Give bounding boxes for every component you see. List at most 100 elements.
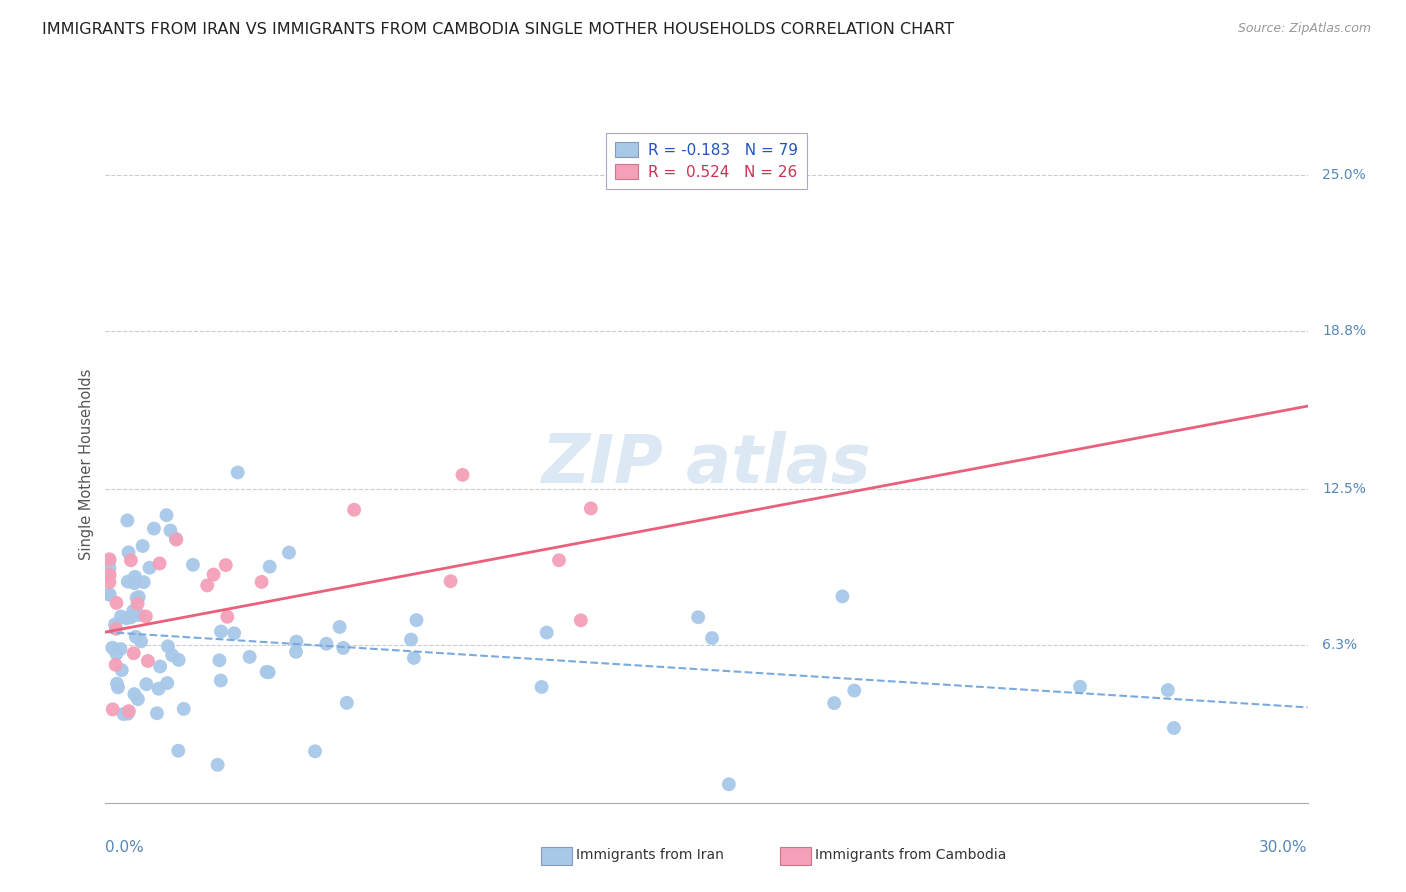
Point [156,676,179,690]
Point [124,687,146,701]
Point [101,640,124,655]
Point [122,646,145,660]
Point [217,609,239,624]
Point [329,620,352,634]
Point [110,609,132,624]
Point [548,553,571,567]
Point [844,683,866,698]
Point [256,665,278,679]
Point [120,553,142,567]
Point [195,578,218,592]
Point [125,630,148,644]
Point [823,696,845,710]
Legend: R = -0.183   N = 79, R =  0.524   N = 26: R = -0.183 N = 79, R = 0.524 N = 26 [606,133,807,189]
Point [98,554,121,568]
Point [439,574,461,589]
Point [209,624,232,639]
Point [98,552,121,566]
Point [131,539,153,553]
Point [105,622,128,636]
Point [98,575,121,590]
Point [536,625,558,640]
Point [224,626,246,640]
Point [104,617,127,632]
Point [117,574,139,589]
Point [167,653,190,667]
Point [124,576,146,591]
Text: 30.0%: 30.0% [1260,840,1308,855]
Text: 0.0%: 0.0% [105,840,145,855]
Point [181,558,204,572]
Point [98,567,121,582]
Point [132,575,155,590]
Point [118,704,141,718]
Point [451,467,474,482]
Point [155,508,177,523]
Point [239,649,262,664]
Point [315,637,337,651]
Point [569,613,592,627]
Point [146,706,169,721]
Point [165,533,187,547]
Point [688,610,710,624]
Point [207,757,229,772]
Point [402,651,425,665]
Point [1069,680,1091,694]
Point [107,681,129,695]
Point [530,680,553,694]
Y-axis label: Single Mother Households: Single Mother Households [79,368,94,559]
Point [1163,721,1185,735]
Point [336,696,359,710]
Point [129,634,152,648]
Point [98,588,121,602]
Point [105,596,128,610]
Point [128,590,150,604]
Point [104,657,127,672]
Text: 25.0%: 25.0% [1322,168,1365,182]
Point [136,654,159,668]
Point [138,560,160,574]
Point [101,702,124,716]
Point [399,632,422,647]
Point [148,681,170,696]
Point [110,642,132,657]
Point [717,777,740,791]
Point [128,607,150,622]
Point [122,604,145,618]
Point [149,659,172,673]
Point [112,706,135,721]
Point [125,591,148,605]
Point [343,502,366,516]
Point [208,653,231,667]
Point [127,597,149,611]
Point [1157,683,1180,698]
Text: Immigrants from Iran: Immigrants from Iran [576,847,724,862]
Point [117,706,139,721]
Point [135,677,157,691]
Point [257,665,280,680]
Point [285,645,308,659]
Point [278,546,301,560]
Point [259,559,281,574]
Point [209,673,232,688]
Point [250,574,273,589]
Point [160,648,183,663]
Point [105,647,128,661]
Point [111,663,134,677]
Point [127,692,149,706]
Point [149,557,172,571]
Point [332,640,354,655]
Point [115,611,138,625]
Point [105,676,128,690]
Point [156,640,179,654]
Point [135,609,157,624]
Text: Source: ZipAtlas.com: Source: ZipAtlas.com [1237,22,1371,36]
Point [165,532,187,546]
Point [304,744,326,758]
Text: 12.5%: 12.5% [1322,482,1365,496]
Point [117,513,139,527]
Point [142,522,165,536]
Point [831,590,853,604]
Point [285,634,308,648]
Point [405,613,427,627]
